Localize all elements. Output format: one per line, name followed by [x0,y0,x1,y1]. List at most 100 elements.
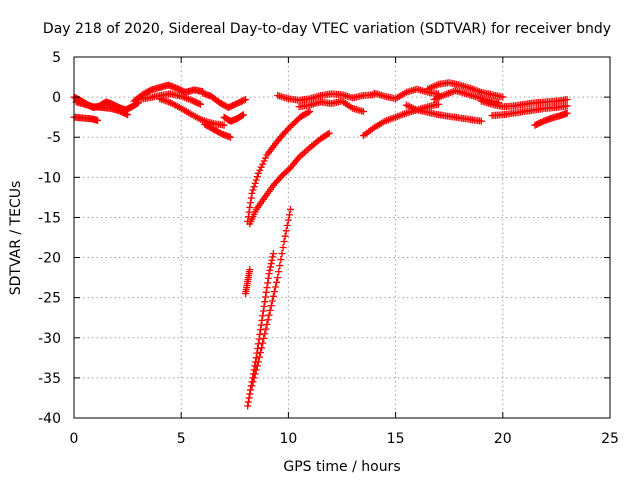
data-series-arc-5 [134,90,204,108]
data-point [297,152,305,160]
data-point [299,150,307,158]
data-point [287,205,295,213]
data-point [252,176,260,184]
data-point [248,382,256,390]
data-point [563,102,571,110]
data-point [267,263,275,271]
data-series-arc-6 [156,95,228,129]
data-point [249,378,257,386]
data-point [265,311,273,319]
data-point [255,353,263,361]
data-point [252,354,260,362]
data-points [70,79,571,410]
x-tick-label: 20 [494,431,512,447]
x-tick-label: 10 [279,431,297,447]
y-tick-label: 0 [52,90,61,106]
data-point [268,297,276,305]
data-point [264,274,272,282]
data-point [240,96,248,104]
data-series-arc-16 [295,97,367,116]
data-series-arc-7 [199,89,250,112]
data-series-arc-24 [531,109,571,129]
data-point [238,111,246,119]
data-point [244,398,252,406]
data-point [257,321,265,329]
data-point [274,274,282,282]
data-point [253,349,261,357]
data-series-arc-22 [477,96,571,111]
data-point [244,402,252,410]
data-point [261,298,269,306]
data-point [248,189,256,197]
data-point [259,160,267,168]
data-point [227,133,235,141]
data-point [270,288,278,296]
data-point [247,199,255,207]
data-point [254,358,262,366]
data-series-arc-20 [424,79,507,101]
data-point [269,250,277,258]
data-point [563,109,571,117]
data-point [256,166,264,174]
data-point [276,262,284,270]
data-series-arc-10 [244,108,314,225]
data-point [272,283,280,291]
data-point [253,173,261,181]
y-tick-label: 5 [52,50,61,66]
x-tick-label: 5 [177,431,186,447]
data-point [262,325,270,333]
data-point [196,100,204,108]
data-point [265,270,273,278]
data-point [245,208,253,216]
data-point [258,344,266,352]
x-tick-label: 0 [70,431,79,447]
data-point [259,339,267,347]
data-series-arc-18 [370,85,442,103]
x-tick-label: 15 [387,431,405,447]
data-point [266,266,274,274]
data-point [262,288,270,296]
data-point [260,334,268,342]
data-point [245,394,253,402]
data-point [279,244,287,252]
y-tick-label: -40 [38,411,61,427]
y-tick-label: -25 [38,291,61,307]
data-point [254,340,262,348]
data-point [252,366,260,374]
data-series-arc-23 [488,102,571,120]
data-point [246,266,254,274]
data-point [304,108,312,116]
data-point [284,216,292,224]
data-point [266,306,274,314]
data-point [269,292,277,300]
data-series-arc-8 [201,120,235,141]
data-point [254,344,262,352]
data-point [259,312,267,320]
data-point [264,279,272,287]
data-point [253,362,261,370]
data-point [282,227,290,235]
data-point [499,93,507,101]
y-tick-label: -35 [38,371,61,387]
data-point [220,121,228,129]
data-point [262,293,270,301]
data-series-arc-19 [402,101,485,125]
data-point [267,302,275,310]
data-point [278,250,286,258]
x-tick-label: 25 [601,431,619,447]
data-point [251,370,259,378]
x-axis-label: GPS time / hours [283,459,400,475]
data-point [246,203,254,211]
data-point [267,260,275,268]
data-point [285,211,293,219]
data-point [247,194,255,202]
data-point [434,100,442,108]
data-point [249,186,257,194]
data-point [269,253,277,261]
data-point [263,320,271,328]
data-point [257,163,265,171]
grid-lines [74,57,610,418]
y-tick-label: -30 [38,331,61,347]
data-point [273,278,281,286]
